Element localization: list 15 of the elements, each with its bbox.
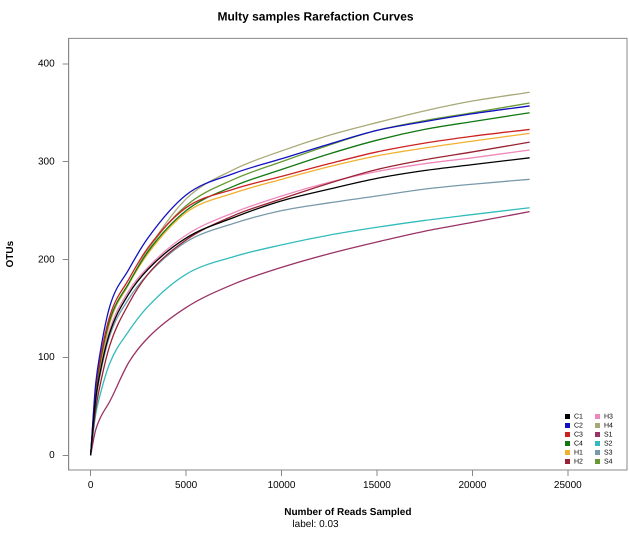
y-axis-title: OTUs: [4, 240, 16, 268]
chart-title: Multy samples Rarefaction Curves: [217, 10, 414, 24]
y-tick-label: 100: [38, 352, 56, 364]
y-tick-label: 200: [38, 254, 56, 266]
y-tick-label: 300: [38, 156, 56, 168]
x-tick-label: 5000: [174, 480, 198, 491]
text: label: 0.03: [292, 518, 340, 530]
x-tick-label: 0: [88, 480, 94, 491]
y-tick-label: 0: [49, 450, 56, 462]
x-tick-label: 25000: [554, 480, 582, 491]
x-tick-label: 20000: [458, 480, 487, 491]
x-axis-title: Number of Reads Sampled: [284, 506, 412, 518]
y-tick-label: 400: [38, 58, 56, 70]
x-tick-label: 15000: [363, 480, 392, 491]
x-tick-label: 10000: [268, 480, 296, 491]
